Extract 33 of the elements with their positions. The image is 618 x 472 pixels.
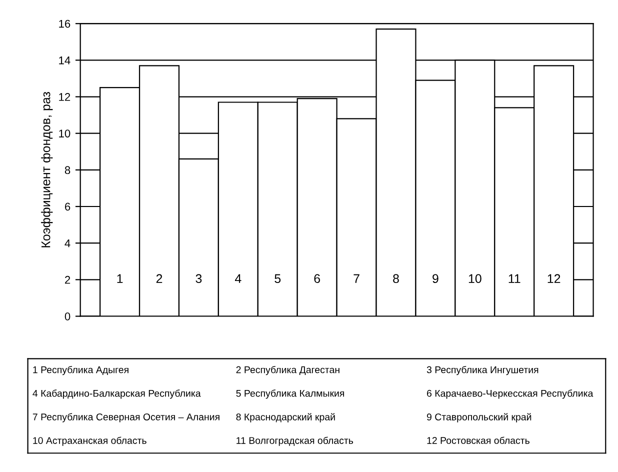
text: 3 Республика Ингушетия	[426, 366, 538, 376]
x-tick-label: 10	[468, 274, 482, 284]
y-tick-label: 4	[64, 239, 70, 248]
y-tick-label: 12	[59, 93, 70, 101]
text: 7 Республика Северная Осетия – Алания	[32, 413, 220, 422]
x-tick-label: 8	[393, 274, 399, 284]
y-tick-label: 0	[64, 312, 70, 320]
y-tick-label: 8	[64, 166, 70, 174]
y-tick-label: 16	[59, 20, 70, 28]
text: 9 Ставропольский край	[426, 413, 532, 422]
x-tick-label: 6	[314, 274, 320, 284]
x-tick-label: 4	[234, 274, 242, 283]
x-tick-label: 2	[156, 274, 162, 283]
text: 8 Краснодарский край	[236, 413, 335, 422]
text: 12 Ростовская область	[427, 436, 530, 444]
x-tick-label: 3	[196, 274, 202, 284]
text: 4 Кабардино-Балкарская Республика	[32, 390, 201, 399]
text: 1 Республика Адыгея	[33, 366, 128, 376]
x-tick-label: 5	[274, 274, 281, 284]
text: 6 Карачаево-Черкесская Республика	[427, 390, 594, 399]
x-tick-label: 7	[354, 274, 360, 283]
y-tick-label: 10	[59, 130, 70, 138]
x-tick-label: 11	[508, 274, 520, 283]
x-tick-label: 12	[548, 274, 560, 283]
x-tick-label: 1	[117, 274, 123, 283]
text: 2 Республика Дагестан	[236, 366, 340, 376]
y-tick-label: 14	[59, 56, 70, 64]
y-tick-label: 6	[65, 202, 70, 211]
text: 5 Республика Калмыкия	[236, 390, 344, 399]
text: 11 Волгоградская область	[236, 436, 354, 446]
text: 10 Астраханская область	[33, 436, 146, 446]
y-axis-title: Коэффициент фондов, раз	[41, 92, 53, 248]
x-tick-label: 9	[432, 274, 438, 284]
